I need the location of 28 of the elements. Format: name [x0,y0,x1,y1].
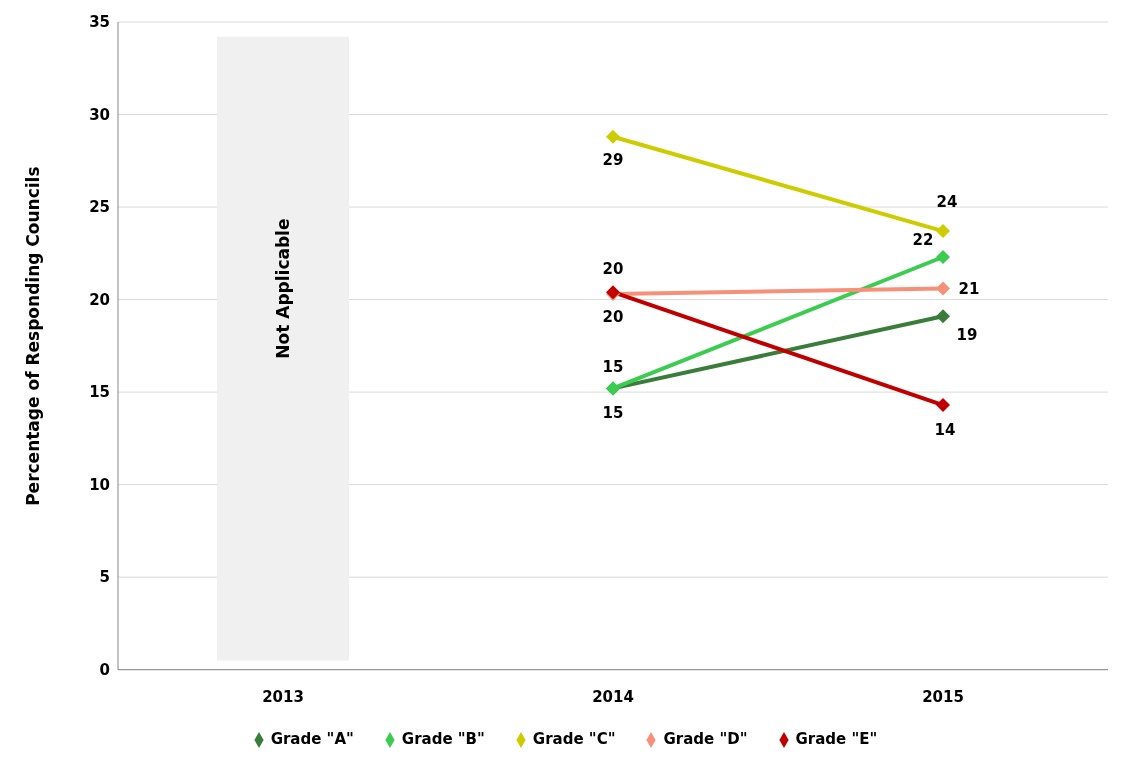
y-tick-label: 15 [89,383,110,402]
y-tick-label: 10 [89,475,110,494]
x-tick-label: 2013 [262,688,304,707]
data-label: 15 [602,358,624,377]
data-label: 22 [912,231,934,250]
legend-label: Grade "E" [795,729,878,748]
data-label: 29 [602,150,624,169]
data-label: 20 [602,260,624,279]
y-tick-label: 20 [89,290,110,309]
data-label: 15 [602,404,624,423]
x-tick-label: 2015 [922,688,964,707]
data-label: 14 [934,421,956,440]
data-label: 20 [602,308,624,327]
legend-label: Grade "D" [663,729,748,748]
band-label: Not Applicable [273,218,293,359]
y-tick-label: 5 [99,568,110,587]
y-tick-label: 30 [89,105,110,124]
legend-label: Grade "C" [532,729,616,748]
x-tick-label: 2014 [592,688,634,707]
legend-label: Grade "A" [270,729,354,748]
y-axis-title: Percentage of Responding Councils [23,166,44,506]
data-label: 19 [956,326,978,345]
data-label: 24 [936,193,958,212]
data-label: 21 [958,280,980,299]
y-tick-label: 25 [89,198,110,217]
y-tick-label: 0 [99,661,110,679]
legend-label: Grade "B" [401,729,485,748]
y-tick-label: 35 [89,13,110,32]
